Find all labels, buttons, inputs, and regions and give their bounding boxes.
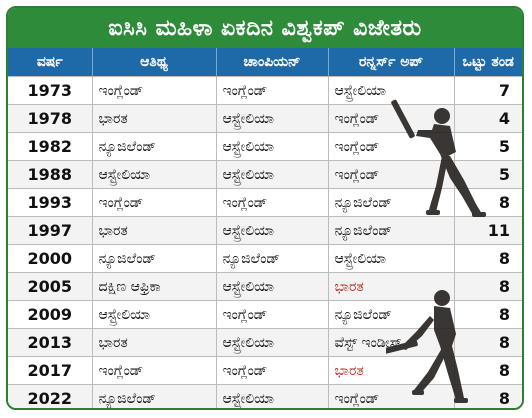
- cell-champion: ಇಂಗ್ಲೆಂಡ್: [216, 76, 329, 105]
- cell-champion: ಇಂಗ್ಲೆಂಡ್: [216, 356, 329, 385]
- table-row: 1978 ಭಾರತ ಆಸ್ಟ್ರೇಲಿಯಾ ಇಂಗ್ಲೆಂಡ್ 4: [8, 104, 522, 133]
- cell-year: 1997: [8, 216, 93, 245]
- cell-teams: 8: [454, 244, 522, 273]
- table-header-row: ವರ್ಷ ಆತಿಥ್ಯ ಚಾಂಪಿಯನ್ ರನ್ನರ್ಸ್ ಅಪ್ ಒಟ್ಟು …: [8, 48, 522, 77]
- cell-teams: 7: [454, 76, 522, 105]
- cell-year: 2022: [8, 384, 93, 408]
- cell-host: ಇಂಗ್ಲೆಂಡ್: [92, 76, 217, 105]
- table-row: 1988 ಆಸ್ಟ್ರೇಲಿಯಾ ಆಸ್ಟ್ರೇಲಿಯಾ ಇಂಗ್ಲೆಂಡ್ 5: [8, 160, 522, 189]
- table-row: 2005 ದಕ್ಷಿಣ ಆಫ್ರಿಕಾ ಆಸ್ಟ್ರೇಲಿಯಾ ಭಾರತ 8: [8, 272, 522, 301]
- cell-teams: 8: [454, 384, 522, 408]
- page-title: ಐಸಿಸಿ ಮಹಿಳಾ ಏಕದಿನ ವಿಶ್ವಕಪ್ ವಿಜೇತರು: [8, 8, 522, 48]
- cell-runner-up: ಭಾರತ: [328, 356, 455, 385]
- cell-host: ಭಾರತ: [92, 216, 217, 245]
- cell-champion: ಆಸ್ಟ್ರೇಲಿಯಾ: [216, 272, 329, 301]
- cell-champion: ಆಸ್ಟ್ರೇಲಿಯಾ: [216, 216, 329, 245]
- cell-teams: 8: [454, 328, 522, 357]
- cell-runner-up: ಆಸ್ಟ್ರೇಲಿಯಾ: [328, 76, 455, 105]
- cell-host: ದಕ್ಷಿಣ ಆಫ್ರಿಕಾ: [92, 272, 217, 301]
- cell-host: ನ್ಯೂಜಿಲೆಂಡ್: [92, 244, 217, 273]
- cell-runner-up: ಇಂಗ್ಲೆಂಡ್: [328, 132, 455, 161]
- cell-teams: 8: [454, 272, 522, 301]
- cell-runner-up: ಆಸ್ಟ್ರೇಲಿಯಾ: [328, 244, 455, 273]
- cell-runner-up: ನ್ಯೂಜಿಲೆಂಡ್: [328, 216, 455, 245]
- cell-runner-up: ವೆಸ್ಟ್ ಇಂಡೀಸ್: [328, 328, 455, 357]
- cell-teams: 5: [454, 132, 522, 161]
- cell-year: 1993: [8, 188, 93, 217]
- cell-teams: 11: [454, 216, 522, 245]
- cell-year: 2005: [8, 272, 93, 301]
- table-row: 2022 ನ್ಯೂಜಿಲೆಂಡ್ ಆಸ್ಟ್ರೇಲಿಯಾ ಇಂಗ್ಲೆಂಡ್ 8: [8, 384, 522, 408]
- cell-teams: 5: [454, 160, 522, 189]
- cell-teams: 8: [454, 300, 522, 329]
- cell-champion: ಆಸ್ಟ್ರೇಲಿಯಾ: [216, 104, 329, 133]
- cell-runner-up: ಇಂಗ್ಲೆಂಡ್: [328, 104, 455, 133]
- table-row: 1993 ಇಂಗ್ಲೆಂಡ್ ಇಂಗ್ಲೆಂಡ್ ನ್ಯೂಜಿಲೆಂಡ್ 8: [8, 188, 522, 217]
- cell-host: ಆಸ್ಟ್ರೇಲಿಯಾ: [92, 160, 217, 189]
- winners-table: ವರ್ಷ ಆತಿಥ್ಯ ಚಾಂಪಿಯನ್ ರನ್ನರ್ಸ್ ಅಪ್ ಒಟ್ಟು …: [8, 48, 522, 408]
- cell-champion: ಇಂಗ್ಲೆಂಡ್: [216, 188, 329, 217]
- cell-year: 2000: [8, 244, 93, 273]
- table-row: 2017 ಇಂಗ್ಲೆಂಡ್ ಇಂಗ್ಲೆಂಡ್ ಭಾರತ 8: [8, 356, 522, 385]
- winners-card: ಐಸಿಸಿ ಮಹಿಳಾ ಏಕದಿನ ವಿಶ್ವಕಪ್ ವಿಜೇತರು ವರ್ಷ …: [6, 6, 524, 410]
- cell-year: 1978: [8, 104, 93, 133]
- cell-runner-up: ಇಂಗ್ಲೆಂಡ್: [328, 160, 455, 189]
- cell-year: 1988: [8, 160, 93, 189]
- cell-runner-up: ಇಂಗ್ಲೆಂಡ್: [328, 384, 455, 408]
- table-row: 2009 ಆಸ್ಟ್ರೇಲಿಯಾ ಇಂಗ್ಲೆಂಡ್ ನ್ಯೂಜಿಲೆಂಡ್ 8: [8, 300, 522, 329]
- cell-host: ಆಸ್ಟ್ರೇಲಿಯಾ: [92, 300, 217, 329]
- cell-champion: ಇಂಗ್ಲೆಂಡ್: [216, 300, 329, 329]
- header-year: ವರ್ಷ: [8, 48, 93, 77]
- cell-teams: 4: [454, 104, 522, 133]
- header-teams: ಒಟ್ಟು ತಂಡ: [454, 48, 522, 77]
- table-row: 2000 ನ್ಯೂಜಿಲೆಂಡ್ ನ್ಯೂಜಿಲೆಂಡ್ ಆಸ್ಟ್ರೇಲಿಯಾ 8: [8, 244, 522, 273]
- cell-host: ಭಾರತ: [92, 104, 217, 133]
- cell-year: 2013: [8, 328, 93, 357]
- cell-runner-up: ನ್ಯೂಜಿಲೆಂಡ್: [328, 188, 455, 217]
- table-row: 1997 ಭಾರತ ಆಸ್ಟ್ರೇಲಿಯಾ ನ್ಯೂಜಿಲೆಂಡ್ 11: [8, 216, 522, 245]
- cell-host: ಇಂಗ್ಲೆಂಡ್: [92, 356, 217, 385]
- cell-year: 2009: [8, 300, 93, 329]
- table-row: 1982 ನ್ಯೂಜಿಲೆಂಡ್ ಆಸ್ಟ್ರೇಲಿಯಾ ಇಂಗ್ಲೆಂಡ್ 5: [8, 132, 522, 161]
- cell-champion: ನ್ಯೂಜಿಲೆಂಡ್: [216, 244, 329, 273]
- cell-champion: ಆಸ್ಟ್ರೇಲಿಯಾ: [216, 384, 329, 408]
- header-champion: ಚಾಂಪಿಯನ್: [216, 48, 329, 77]
- cell-host: ನ್ಯೂಜಿಲೆಂಡ್: [92, 132, 217, 161]
- table-row: 1973 ಇಂಗ್ಲೆಂಡ್ ಇಂಗ್ಲೆಂಡ್ ಆಸ್ಟ್ರೇಲಿಯಾ 7: [8, 76, 522, 105]
- cell-year: 1982: [8, 132, 93, 161]
- cell-champion: ಆಸ್ಟ್ರೇಲಿಯಾ: [216, 328, 329, 357]
- cell-teams: 8: [454, 356, 522, 385]
- cell-runner-up: ನ್ಯೂಜಿಲೆಂಡ್: [328, 300, 455, 329]
- cell-runner-up: ಭಾರತ: [328, 272, 455, 301]
- table-row: 2013 ಭಾರತ ಆಸ್ಟ್ರೇಲಿಯಾ ವೆಸ್ಟ್ ಇಂಡೀಸ್ 8: [8, 328, 522, 357]
- cell-year: 1973: [8, 76, 93, 105]
- header-host: ಆತಿಥ್ಯ: [92, 48, 217, 77]
- cell-host: ಭಾರತ: [92, 328, 217, 357]
- cell-champion: ಆಸ್ಟ್ರೇಲಿಯಾ: [216, 160, 329, 189]
- header-runner-up: ರನ್ನರ್ಸ್ ಅಪ್: [328, 48, 455, 77]
- cell-teams: 8: [454, 188, 522, 217]
- cell-host: ಇಂಗ್ಲೆಂಡ್: [92, 188, 217, 217]
- cell-host: ನ್ಯೂಜಿಲೆಂಡ್: [92, 384, 217, 408]
- cell-year: 2017: [8, 356, 93, 385]
- cell-champion: ಆಸ್ಟ್ರೇಲಿಯಾ: [216, 132, 329, 161]
